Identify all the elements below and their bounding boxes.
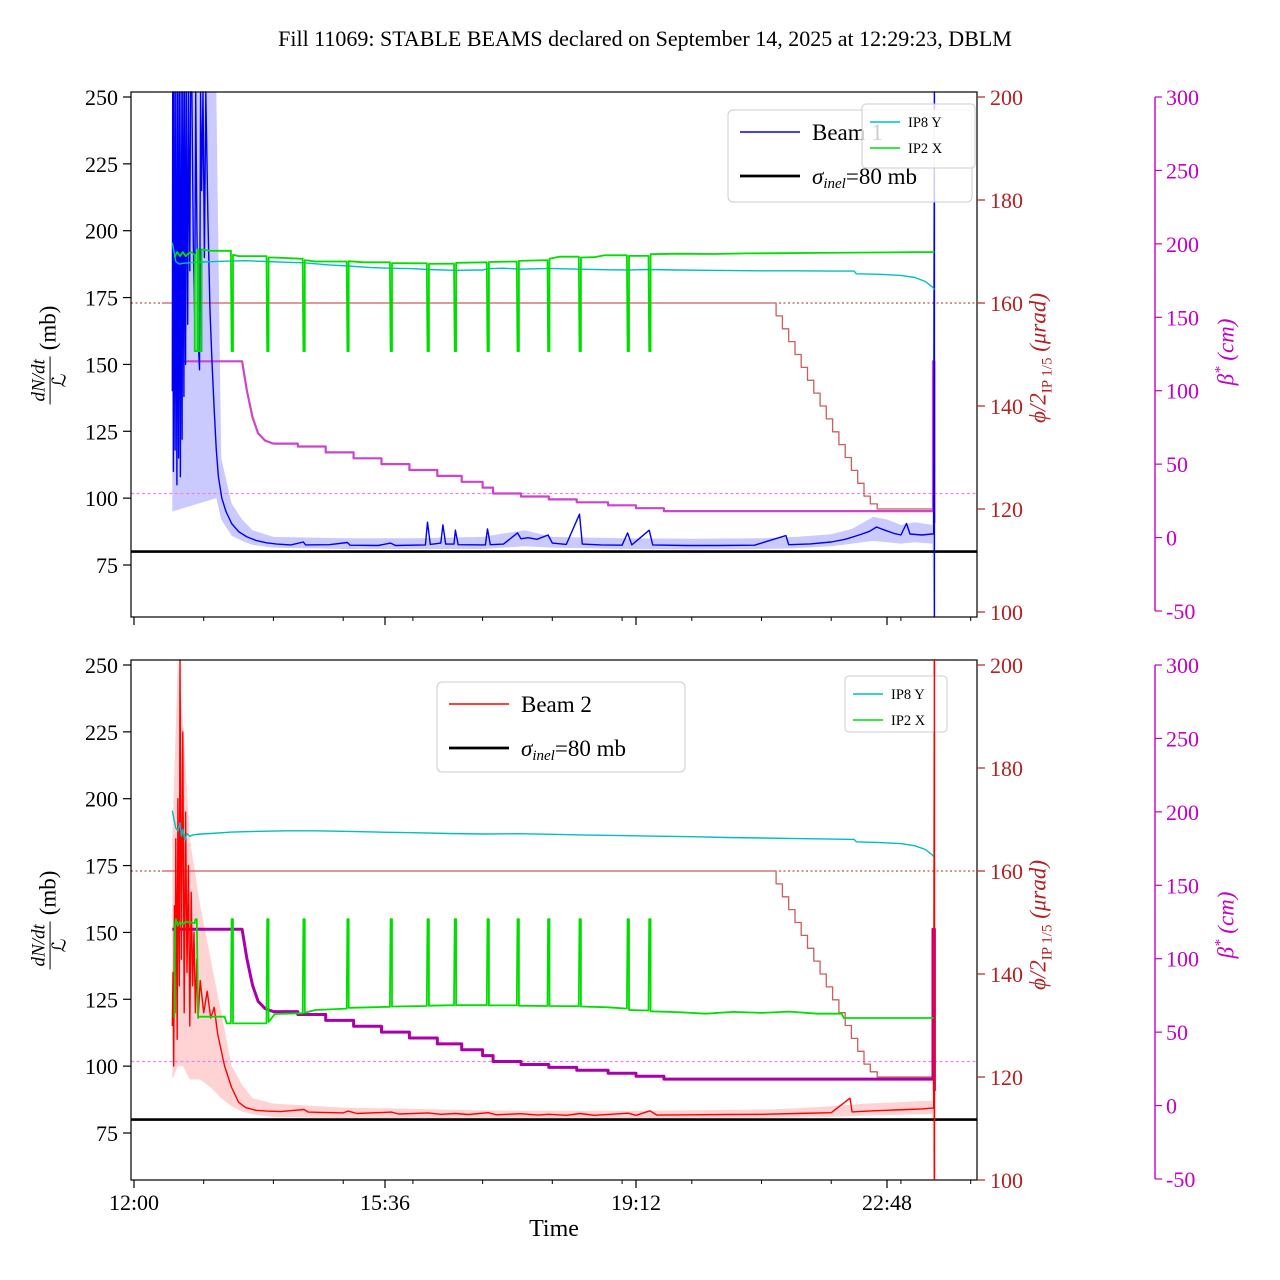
legend-sigma-label: σinel=80 mb [521,736,626,764]
phi-tick-label: 140 [990,394,1023,419]
beta-tick-label: 300 [1166,653,1199,678]
beta-tick-label: 0 [1166,526,1177,551]
phi-tick-label: 140 [990,962,1023,987]
left-tick-label: 150 [85,920,118,945]
phi-tick-label: 200 [990,653,1023,678]
left-tick-label: 175 [85,286,118,311]
legend-box [861,103,976,169]
legend-box [844,675,948,733]
left-tick-label: 175 [85,854,118,879]
beta-tick-label: 200 [1166,800,1199,825]
beam1-ip-legend: IP8 Y IP2 X [861,103,976,169]
phi-tick-label: 180 [990,756,1023,781]
beam2-legend: Beam 2 σinel=80 mb [436,681,686,773]
dndt-fraction: dN/dt ℒ [29,921,71,970]
ylabel-phi-bottom: ϕ/2IP 1/5 (μrad) [1025,859,1056,991]
x-tick-label: 15:36 [360,1190,410,1215]
beta-tick-label: 50 [1166,1020,1188,1045]
legend-ip8y-label: IP8 Y [908,115,942,131]
phi-tick-label: 160 [990,859,1023,884]
beta-tick-label: -50 [1166,1167,1195,1192]
ip2x-line [173,248,935,352]
ylabel-beta-top: β* (cm) [1212,318,1239,386]
xlabel-time: Time [529,1216,579,1242]
phi-tick-label: 100 [990,1168,1023,1193]
left-tick-label: 225 [85,152,118,177]
legend-ip2x-label: IP2 X [891,713,926,729]
left-tick-label: 200 [85,219,118,244]
ylabel-left-top: dN/dt ℒ (mb) [29,306,71,405]
legend-ip2x-label: IP2 X [908,141,943,157]
phi-tick-label: 200 [990,85,1023,110]
beta-tick-label: 50 [1166,452,1188,477]
left-tick-label: 150 [85,352,118,377]
plot-frame [130,659,978,1181]
beam2-panel: 12:00 15:36 19:12 22:48 250 225 200 175 150 125 10… [85,653,1199,1215]
ylabel-phi-top: ϕ/2IP 1/5 (μrad) [1025,292,1056,424]
left-tick-label: 200 [85,787,118,812]
ip2x-line [173,918,935,1025]
beam1-line [171,91,936,617]
beta-tick-label: 300 [1166,85,1199,110]
legend-ip8y-label: IP8 Y [891,687,925,703]
dndt-fraction: dN/dt ℒ [29,356,71,405]
beta-tick-label: 250 [1166,158,1199,183]
left-tick-label: 250 [85,653,118,678]
x-tick-label: 22:48 [862,1190,912,1215]
phi-tick-label: 100 [990,600,1023,625]
beta-star-line [172,360,936,524]
phi-half-step-line [161,870,935,1078]
beam2-ip-legend: IP8 Y IP2 X [844,675,948,733]
ip8y-line [171,810,935,858]
beta-tick-label: 100 [1166,947,1199,972]
ylabel-beta-bottom: β* (cm) [1212,891,1239,959]
beam1-panel: 250 225 200 175 150 125 100 75 200 180 160 140 120 10… [85,85,1199,625]
left-tick-label: 250 [85,85,118,110]
phi-half-step-line [161,302,935,510]
left-tick-label: 100 [85,486,118,511]
beta-tick-label: 250 [1166,726,1199,751]
phi-tick-label: 180 [990,188,1023,213]
phi-tick-label: 160 [990,291,1023,316]
legend-beam-label: Beam 2 [521,692,592,717]
left-tick-label: 125 [85,419,118,444]
plot-frame [130,91,978,618]
left-tick-label: 75 [96,553,118,578]
left-tick-label: 100 [85,1054,118,1079]
beta-tick-label: 150 [1166,873,1199,898]
left-tick-label: 225 [85,720,118,745]
beta-star-line [172,927,936,1093]
left-tick-label: 75 [96,1121,118,1146]
beta-tick-label: -50 [1166,599,1195,624]
beta-tick-label: 0 [1166,1094,1177,1119]
ylabel-left-bottom: dN/dt ℒ (mb) [29,871,71,970]
figure-title: Fill 11069: STABLE BEAMS declared on Sep… [278,26,1012,51]
beam2-line [171,659,936,1180]
beta-tick-label: 150 [1166,305,1199,330]
phi-tick-label: 120 [990,497,1023,522]
left-tick-label: 125 [85,987,118,1012]
beta-tick-label: 100 [1166,379,1199,404]
phi-tick-label: 120 [990,1065,1023,1090]
x-tick-label: 19:12 [611,1190,661,1215]
ip8y-line [171,242,935,290]
beta-tick-label: 200 [1166,232,1199,257]
x-tick-label: 12:00 [109,1190,159,1215]
